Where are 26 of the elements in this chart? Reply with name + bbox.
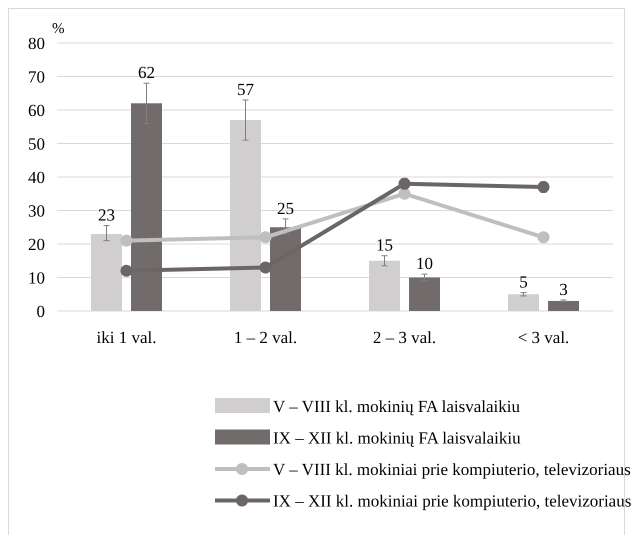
- data-label: 25: [277, 198, 294, 218]
- y-tick-label: 70: [28, 67, 45, 86]
- y-tick-label: 10: [28, 268, 45, 288]
- data-label: 3: [559, 280, 568, 299]
- data-label: 10: [416, 254, 433, 274]
- data-label: 15: [376, 236, 393, 255]
- y-tick-label: 40: [28, 168, 45, 187]
- y-tick-label: 50: [28, 134, 45, 154]
- x-tick-label: 2 – 3 val.: [372, 328, 436, 347]
- x-tick-label: iki 1 val.: [96, 328, 156, 347]
- y-tick-label: 0: [36, 302, 45, 321]
- data-label: 62: [138, 63, 155, 82]
- data-label: 5: [519, 272, 528, 292]
- data-label: 57: [237, 80, 254, 99]
- legend-label: V – VIII kl. mokinių FA laisvalaikiu: [273, 396, 520, 416]
- y-tick-label: 20: [28, 234, 45, 254]
- data-label: 23: [98, 206, 115, 225]
- x-tick-label: 1 – 2 val.: [234, 328, 298, 347]
- y-axis-title: %: [52, 21, 64, 37]
- y-tick-label: 80: [28, 34, 45, 53]
- legend-label: IX – XII kl. mokinių FA laisvalaikiu: [273, 428, 522, 448]
- x-tick-label: < 3 val.: [518, 328, 570, 347]
- legend-label: IX – XII kl. mokiniai prie kompiuterio, televizoriaus: [273, 491, 632, 510]
- legend-label: V – VIII kl. mokiniai prie kompiuterio, televizoriaus: [273, 460, 631, 479]
- y-tick-label: 30: [28, 201, 45, 220]
- y-tick-label: 60: [28, 100, 45, 120]
